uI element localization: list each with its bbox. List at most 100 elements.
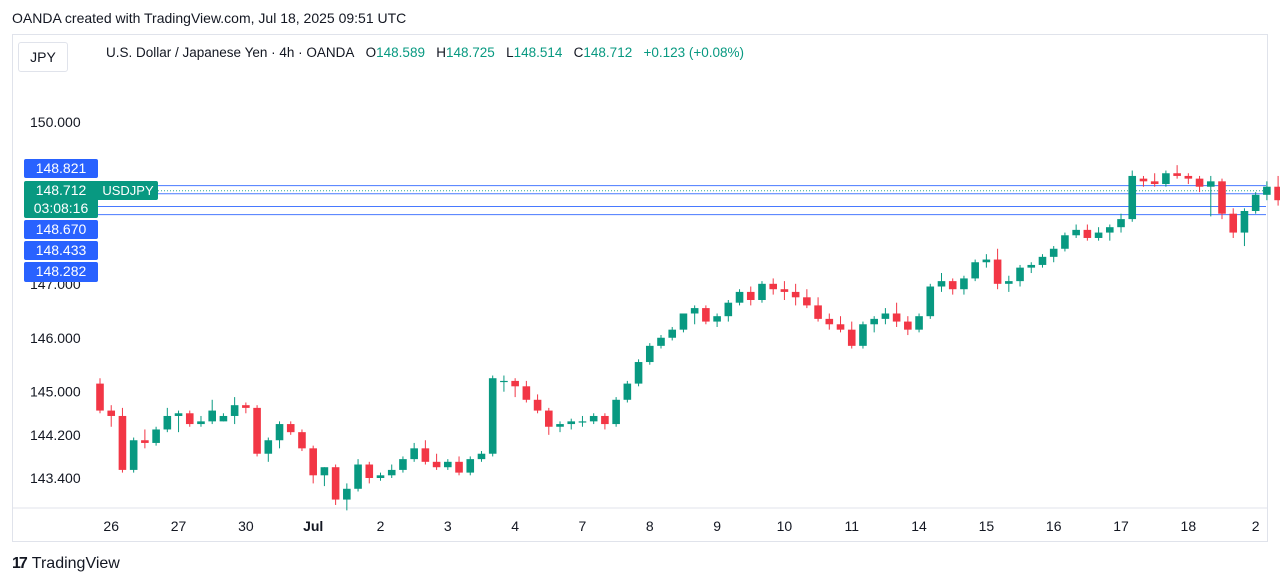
x-tick-label: 7: [579, 518, 587, 534]
candle-body: [960, 278, 968, 290]
candle-body: [1240, 211, 1249, 233]
x-tick-label: 8: [646, 518, 654, 534]
candle-body: [993, 259, 1002, 284]
candle-body: [814, 305, 822, 319]
x-tick-label: 2: [377, 518, 385, 534]
x-tick-label: 9: [713, 518, 721, 534]
candle-body: [589, 415, 598, 422]
candle-body: [657, 337, 665, 346]
candle-body: [1083, 229, 1092, 238]
candle-body: [1005, 281, 1013, 284]
candle-body: [264, 440, 273, 454]
candle-body: [1049, 248, 1058, 257]
candle-body: [859, 324, 867, 346]
candle-body: [1162, 173, 1170, 185]
candle-body: [1128, 175, 1137, 220]
candle-body: [129, 440, 138, 470]
y-tick-label: 146.000: [30, 330, 81, 346]
candle-body: [141, 440, 149, 443]
candle-body: [567, 421, 576, 425]
candle-body: [1061, 235, 1069, 249]
low-label: L: [506, 45, 514, 60]
candle-body: [982, 259, 991, 263]
y-tick-label: 143.400: [30, 470, 81, 486]
high-label: H: [436, 45, 446, 60]
candle-body: [197, 421, 205, 425]
candle-body: [466, 459, 475, 473]
open-label: O: [365, 45, 377, 60]
candle-body: [1173, 173, 1181, 176]
candle-body: [1184, 175, 1193, 179]
x-tick-label: 4: [511, 518, 519, 534]
symbol-description: U.S. Dollar / Japanese Yen · 4h · OANDA: [106, 45, 355, 60]
candle-body: [971, 262, 979, 279]
candle-body: [915, 316, 923, 330]
candle-body: [432, 461, 441, 468]
countdown-tag: 03:08:16: [24, 199, 98, 218]
candle-body: [735, 291, 744, 303]
symbol-flag: USDJPY: [98, 181, 158, 200]
x-tick-label: 10: [777, 518, 793, 534]
candle-body: [702, 308, 710, 322]
x-tick-label: 11: [844, 518, 859, 534]
candle-body: [713, 316, 721, 322]
candle-body: [1218, 181, 1226, 214]
candle-body: [578, 421, 587, 423]
candle-body: [1139, 178, 1148, 182]
low-value: 148.514: [513, 45, 563, 60]
candle-body: [724, 302, 733, 317]
x-tick-label: 18: [1181, 518, 1197, 534]
x-tick-label: 14: [911, 518, 927, 534]
chart-attribution: OANDA created with TradingView.com, Jul …: [12, 10, 407, 26]
x-tick-label: Jul: [303, 518, 323, 534]
candle-body: [1274, 186, 1280, 201]
x-tick-label: 2: [1252, 518, 1260, 534]
candle-body: [1229, 213, 1238, 233]
x-tick-label: 17: [1113, 518, 1129, 534]
ohlc-legend: U.S. Dollar / Japanese Yen · 4h · OANDA …: [106, 45, 744, 60]
x-tick-label: 3: [444, 518, 452, 534]
candle-body: [1106, 227, 1114, 233]
candle-body: [1263, 186, 1271, 195]
candle-body: [208, 410, 216, 422]
candle-body: [320, 467, 329, 476]
candle-body: [410, 448, 418, 460]
candle-body: [904, 321, 912, 330]
candle-body: [275, 424, 284, 441]
candle-body: [118, 415, 127, 470]
tradingview-logo[interactable]: 17 TradingView: [12, 555, 120, 573]
candle-body: [185, 413, 194, 425]
currency-label: JPY: [18, 42, 68, 72]
x-tick-label: 30: [238, 518, 254, 534]
candle-body: [1251, 194, 1260, 211]
candle-body: [926, 286, 935, 317]
candle-body: [1150, 181, 1159, 185]
candle-body: [937, 281, 946, 287]
candle-body: [1117, 219, 1125, 228]
candle-body: [253, 407, 261, 454]
candle-body: [645, 345, 654, 363]
x-tick-label: 15: [979, 518, 995, 534]
y-tick-label: 145.000: [30, 384, 81, 400]
candle-body: [500, 380, 508, 383]
candle-body: [174, 413, 183, 416]
candle-body: [309, 448, 317, 476]
candle-body: [634, 362, 643, 384]
candle-body: [1072, 229, 1080, 236]
candle-body: [1206, 181, 1215, 187]
candle-body: [803, 297, 811, 306]
tradingview-logo-text: TradingView: [31, 555, 120, 572]
candle-body: [152, 429, 160, 443]
candle-body: [376, 475, 385, 478]
candle-body: [545, 410, 553, 427]
candle-body: [1038, 256, 1047, 265]
candle-body: [230, 405, 239, 416]
candle-body: [892, 313, 901, 322]
candle-body: [298, 432, 306, 449]
candle-body: [343, 488, 351, 500]
candle-body: [870, 318, 878, 325]
candle-body: [107, 410, 116, 416]
close-label: C: [573, 45, 584, 60]
candle-body: [477, 453, 486, 460]
